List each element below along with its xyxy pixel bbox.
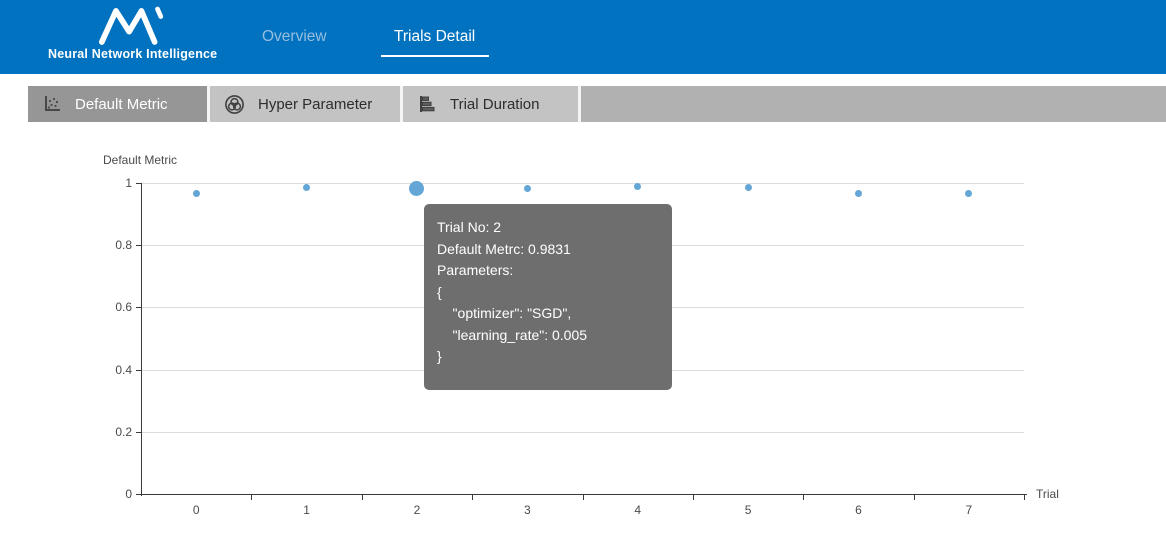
x-axis-line: [136, 494, 1027, 495]
x-tick-label: 0: [192, 503, 200, 517]
scatter-point-trial-5[interactable]: [744, 184, 752, 192]
subtab-trial-duration-label: Trial Duration: [450, 95, 540, 113]
bar-chart-icon: [420, 96, 435, 112]
tooltip-line: Parameters:: [437, 262, 514, 278]
nav-tab-trials-detail[interactable]: Trials Detail: [380, 27, 489, 57]
x-tick-label: 7: [965, 503, 973, 517]
x-tick-label: 4: [634, 503, 642, 517]
nni-logo[interactable]: Neural Network Intelligence: [48, 4, 218, 61]
y-axis-tick: [136, 183, 141, 184]
y-axis-tick: [136, 431, 141, 433]
view-switch-bar: Default Metric Hyper Parameter Trial Dur…: [28, 86, 1166, 122]
tooltip-line: "optimizer": "SGD",: [437, 305, 572, 321]
nav-tab-overview[interactable]: Overview: [262, 28, 327, 57]
logo-title: Neural Network Intelligence: [48, 47, 218, 61]
subtab-hyper-parameter[interactable]: Hyper Parameter: [210, 86, 400, 122]
x-axis-title: Trial: [1036, 487, 1059, 501]
y-tick-label: 0.6: [115, 300, 132, 315]
subtab-trial-duration[interactable]: Trial Duration: [403, 86, 578, 122]
x-tick-label: 3: [523, 503, 531, 517]
tooltip-line: }: [437, 348, 442, 364]
subtab-divider: [400, 86, 403, 122]
gridline: [142, 183, 1024, 184]
y-tick-label: 1: [125, 176, 132, 190]
subtab-bar-filler: [581, 86, 1166, 122]
scatter-plot-icon: [45, 96, 60, 111]
y-axis-tick: [136, 307, 141, 309]
y-axis-title: Default Metric: [103, 153, 178, 167]
scatter-point-trial-2[interactable]: [409, 180, 425, 196]
x-tick-label: 2: [413, 503, 421, 517]
y-tick-label: 0.8: [115, 238, 132, 253]
y-tick-label: 0.4: [115, 362, 132, 377]
x-tick-label: 6: [855, 503, 862, 517]
x-axis-tick: [1024, 494, 1025, 500]
x-axis-tick: [803, 494, 805, 500]
main-nav: Overview Trials Detail: [262, 0, 489, 74]
y-tick-label: 0.2: [115, 424, 132, 439]
y-axis-line: [141, 183, 142, 496]
x-tick-label: 1: [303, 503, 310, 517]
x-tick-label: 5: [744, 503, 752, 517]
scatter-point-trial-0[interactable]: [192, 190, 200, 198]
y-axis-tick: [136, 245, 141, 247]
subtab-divider: [207, 86, 210, 122]
y-axis-tick: [136, 369, 141, 371]
active-tab-underline: [380, 54, 489, 57]
nni-logo-mark: [98, 6, 164, 45]
nav-tab-trials-detail-label: Trials Detail: [393, 27, 476, 45]
tooltip-line: Trial No: 2: [437, 219, 502, 235]
gridline: [142, 431, 1024, 433]
tooltip-line: "learning_rate": 0.005: [437, 326, 588, 343]
subtab-default-metric-label: Default Metric: [75, 95, 168, 113]
app-header: Neural Network Intelligence Overview Tri…: [0, 0, 1166, 74]
subtab-divider: [578, 86, 581, 122]
gridline: [142, 245, 1024, 247]
trial-tooltip: Trial No: 2 Default Metrc: 0.9831 Paramete…: [424, 204, 672, 390]
subtab-hyper-parameter-label: Hyper Parameter: [258, 95, 373, 113]
x-axis-tick: [472, 494, 474, 500]
scatter-point-trial-4[interactable]: [634, 182, 642, 190]
y-tick-label: 0: [125, 487, 132, 501]
x-axis-tick: [913, 494, 915, 500]
x-axis-tick: [251, 494, 253, 500]
tooltip-line: {: [437, 283, 442, 300]
scatter-point-trial-7[interactable]: [965, 190, 973, 198]
scatter-point-trial-1[interactable]: [303, 183, 311, 191]
x-axis-tick: [361, 494, 363, 500]
x-axis-tick: [692, 494, 694, 500]
gridline: [142, 369, 1024, 371]
gridline: [142, 307, 1024, 309]
tooltip-line: Default Metrc: 0.9831: [437, 240, 571, 257]
nav-tab-overview-label: Overview: [262, 27, 327, 45]
x-axis-tick: [582, 494, 584, 500]
venn-diagram-icon: [225, 94, 244, 114]
scatter-point-trial-3[interactable]: [523, 184, 531, 192]
subtab-default-metric[interactable]: Default Metric: [28, 86, 207, 122]
scatter-point-trial-6[interactable]: [854, 190, 862, 198]
